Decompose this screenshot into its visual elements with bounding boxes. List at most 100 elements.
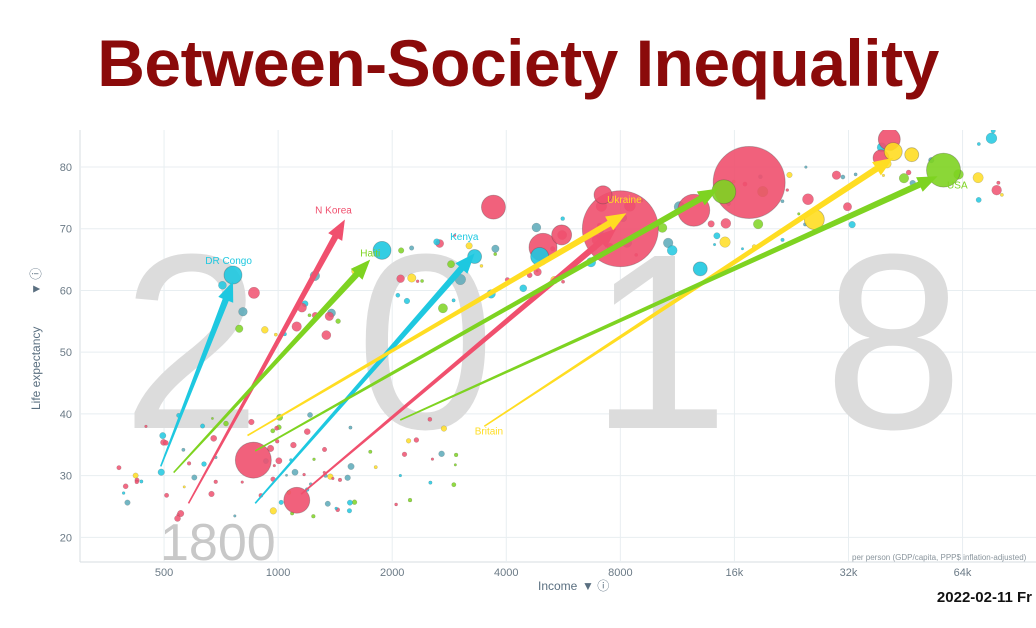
- background-dot: [447, 260, 455, 269]
- background-dot: [208, 490, 215, 498]
- y-axis-label: Life expectancy: [29, 327, 43, 410]
- background-dot: [396, 274, 405, 283]
- background-dot: [272, 464, 276, 468]
- background-dot: [269, 507, 277, 515]
- x-axis-label-icons: ▼ ⓘ: [582, 579, 609, 593]
- background-dot: [881, 173, 886, 177]
- y-tick-label: 20: [60, 532, 72, 544]
- trajectory-arrow: [254, 188, 719, 452]
- background-dot: [753, 219, 764, 230]
- country-bubble: [692, 261, 708, 277]
- trajectory-arrow: [187, 219, 345, 504]
- background-dot: [368, 449, 373, 454]
- background-dot: [347, 463, 355, 470]
- background-dot: [438, 303, 448, 314]
- background-dot: [561, 279, 565, 284]
- country-bubble: [234, 441, 272, 479]
- background-dot: [438, 450, 445, 458]
- background-dot: [273, 332, 278, 337]
- background-dot: [453, 233, 457, 237]
- background-dot: [233, 514, 237, 518]
- y-tick-label: 60: [60, 285, 72, 297]
- background-dot: [335, 318, 341, 324]
- country-bubble: [883, 142, 903, 162]
- background-dot: [324, 311, 334, 321]
- y-axis-label-icons: ▼ ⓘ: [29, 268, 43, 295]
- country-label: Kenya: [450, 232, 479, 243]
- x-tick-label: 2000: [380, 567, 404, 579]
- background-dot: [707, 220, 715, 228]
- background-dot: [144, 424, 148, 428]
- background-dot: [403, 297, 411, 305]
- background-dot: [181, 447, 186, 452]
- background-dot: [409, 245, 415, 251]
- background-dot: [311, 514, 316, 519]
- background-dot: [275, 457, 283, 465]
- background-dot: [266, 444, 275, 453]
- background-dot: [712, 242, 717, 247]
- background-dot: [321, 330, 332, 340]
- background-dot: [201, 461, 207, 467]
- background-dot: [666, 245, 678, 256]
- background-dot: [213, 479, 218, 484]
- y-tick-label: 80: [60, 162, 72, 174]
- background-dot: [238, 307, 248, 317]
- x-tick-label: 4000: [494, 567, 518, 579]
- background-dot: [407, 497, 413, 503]
- background-dot: [780, 237, 785, 242]
- background-dot: [719, 236, 731, 248]
- background-dot: [312, 457, 316, 462]
- background-dot: [848, 221, 856, 229]
- background-dot: [278, 499, 284, 505]
- country-bubble: [593, 185, 613, 205]
- y-axis-ticks: 20 30 40 50 60 70 80: [60, 162, 72, 544]
- trajectory-arrow: [254, 253, 475, 504]
- background-dot: [831, 170, 842, 180]
- background-dot: [290, 441, 297, 449]
- x-tick-label: 64k: [954, 567, 972, 579]
- background-dot: [996, 180, 1001, 185]
- country-bubble: [481, 194, 506, 220]
- chart-start-year: 1800: [160, 514, 276, 572]
- country-bubble: [283, 486, 311, 514]
- background-dot: [346, 508, 352, 514]
- background-dot: [324, 500, 331, 507]
- background-dot: [274, 425, 280, 431]
- country-label: Ukraine: [607, 195, 642, 206]
- background-dot: [972, 172, 984, 184]
- background-dot: [248, 286, 260, 299]
- y-tick-label: 40: [60, 409, 72, 421]
- background-dot: [740, 247, 745, 251]
- background-dot: [157, 468, 165, 476]
- background-dot: [479, 264, 484, 268]
- slide-date: 2022-02-11 Fr: [936, 589, 1032, 606]
- background-dot: [331, 476, 335, 481]
- start-year-label: 1800: [160, 514, 276, 572]
- background-dot: [291, 321, 302, 332]
- background-dot: [261, 326, 269, 334]
- background-dot: [898, 173, 910, 184]
- country-labels: DR Congo N Korea Haiti Kenya Ukraine Britain U…: [205, 181, 968, 438]
- country-bubble: [904, 147, 920, 163]
- background-dot: [398, 473, 402, 478]
- country-bubble: [551, 224, 573, 246]
- background-dot: [307, 313, 312, 318]
- trajectory-arrow: [300, 228, 617, 495]
- y-tick-label: 70: [60, 224, 72, 236]
- trajectory-arrows: [160, 157, 938, 504]
- background-dot: [132, 472, 139, 479]
- background-dot: [853, 172, 858, 177]
- background-dot: [420, 279, 424, 283]
- background-dot: [291, 468, 299, 476]
- background-dot: [407, 273, 417, 283]
- x-tick-label: 1000: [266, 567, 290, 579]
- background-dot: [401, 451, 408, 457]
- background-dot: [121, 491, 126, 495]
- x-tick-label: 16k: [726, 567, 744, 579]
- background-dot: [191, 474, 198, 481]
- background-dot: [804, 165, 808, 169]
- background-dot: [134, 479, 139, 485]
- background-dot: [433, 238, 441, 246]
- background-dot: [451, 482, 457, 488]
